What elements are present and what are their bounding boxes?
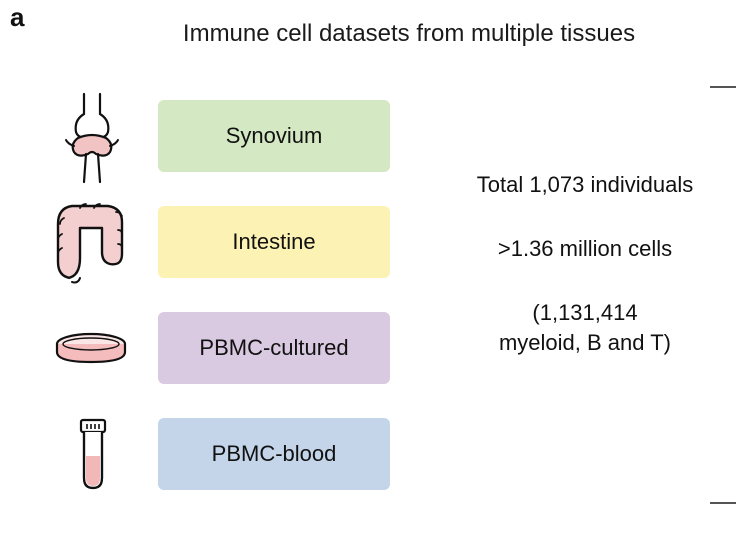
bracket-bottom-line — [710, 502, 736, 504]
stat-individuals: Total 1,073 individuals — [476, 172, 694, 197]
tissue-box-pbmc-blood: PBMC-blood — [158, 418, 390, 490]
stat-breakdown-line1: (1,131,414 — [532, 300, 638, 325]
panel-label: a — [10, 2, 25, 32]
tissue-box-synovium: Synovium — [158, 100, 390, 172]
knee-joint-icon — [65, 92, 119, 184]
stat-breakdown-line2: myeloid, B and T) — [498, 330, 671, 355]
tissue-box-pbmc-cultured: PBMC-cultured — [158, 312, 390, 384]
intestine-icon — [56, 203, 124, 284]
stat-cells: >1.36 million cells — [497, 236, 673, 261]
blood-tube-icon — [79, 418, 107, 490]
bracket-top-line — [710, 86, 736, 88]
diagram-title: Immune cell datasets from multiple tissu… — [182, 20, 636, 47]
tissue-box-intestine: Intestine — [158, 206, 390, 278]
petri-dish-icon — [55, 332, 127, 364]
